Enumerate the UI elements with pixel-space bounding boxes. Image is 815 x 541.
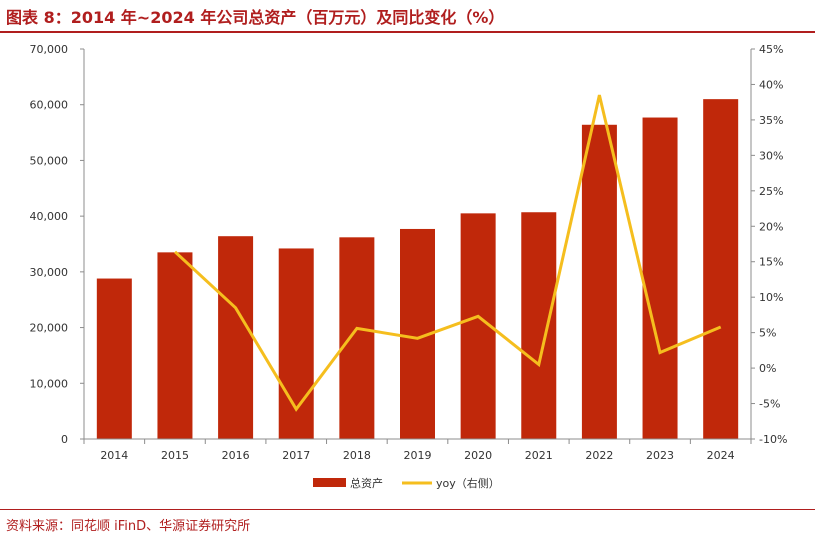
right-tick-label: 15%	[759, 256, 783, 269]
right-tick-label: 30%	[759, 149, 783, 162]
right-tick-label: 40%	[759, 78, 783, 91]
left-tick-label: 0	[61, 433, 68, 446]
left-tick-label: 20,000	[30, 322, 69, 335]
legend-label-bar: 总资产	[350, 476, 383, 490]
x-tick-label: 2014	[100, 449, 128, 462]
x-tick-label: 2015	[161, 449, 189, 462]
left-tick-label: 70,000	[30, 43, 69, 56]
x-tick-label: 2018	[343, 449, 371, 462]
bar-2018	[339, 237, 375, 439]
right-tick-label: 35%	[759, 114, 783, 127]
legend: 总资产 yoy（右侧）	[313, 476, 500, 490]
x-tick-label: 2021	[525, 449, 553, 462]
bar-2023	[642, 117, 678, 440]
bar-2016	[218, 236, 254, 439]
left-tick-label: 60,000	[30, 99, 69, 112]
right-tick-label: 10%	[759, 291, 783, 304]
source-note: 资料来源：同花顺 iFinD、华源证券研究所	[6, 519, 251, 534]
right-tick-label: 45%	[759, 43, 783, 56]
yoy-line	[173, 94, 722, 412]
x-tick-label: 2022	[585, 449, 613, 462]
x-tick-label: 2020	[464, 449, 492, 462]
bar-2024	[703, 99, 739, 440]
legend-label-line: yoy（右侧）	[436, 476, 500, 490]
x-tick-label: 2019	[404, 449, 432, 462]
chart-title: 图表 8：2014 年~2024 年公司总资产（百万元）及同比变化（%）	[6, 8, 505, 27]
left-tick-label: 40,000	[30, 210, 69, 223]
axes: 0 10,000 20,000 30,000 40,000 50,000 60,000 70,…	[30, 43, 788, 462]
legend-swatch-bar	[313, 478, 346, 487]
right-tick-label: -5%	[759, 398, 780, 411]
bar-2014	[96, 278, 132, 439]
right-tick-label: 25%	[759, 185, 783, 198]
left-tick-label: 10,000	[30, 377, 69, 390]
right-tick-label: -10%	[759, 433, 787, 446]
left-tick-label: 30,000	[30, 266, 69, 279]
bar-2022	[581, 124, 617, 440]
right-tick-label: 5%	[759, 327, 776, 340]
x-tick-label: 2016	[222, 449, 250, 462]
bar-2015	[157, 252, 193, 439]
source-divider	[0, 509, 815, 510]
bar-series	[96, 99, 739, 440]
right-tick-label: 20%	[759, 220, 783, 233]
x-tick-label: 2017	[282, 449, 310, 462]
title-divider	[0, 31, 815, 33]
yoy-line-series	[173, 94, 722, 412]
right-tick-label: 0%	[759, 362, 776, 375]
x-tick-label: 2024	[707, 449, 735, 462]
bar-2021	[521, 212, 557, 439]
x-tick-label: 2023	[646, 449, 674, 462]
left-tick-label: 50,000	[30, 154, 69, 167]
